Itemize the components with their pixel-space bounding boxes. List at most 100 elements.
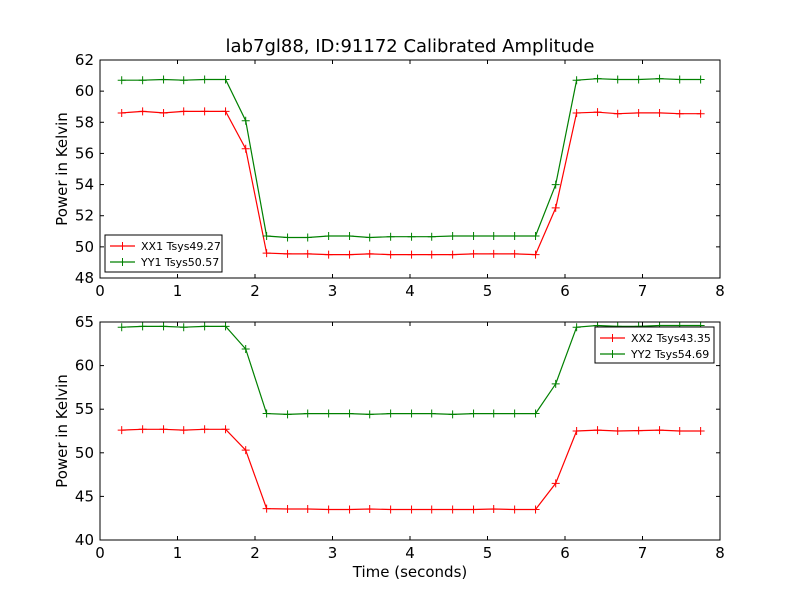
x-tick-label: 1 bbox=[173, 282, 183, 300]
x-tick-label: 6 bbox=[560, 282, 570, 300]
data-point bbox=[262, 409, 271, 418]
data-point bbox=[159, 425, 168, 434]
y-tick-label: 52 bbox=[75, 207, 94, 225]
data-point bbox=[117, 76, 126, 85]
data-point bbox=[489, 231, 498, 240]
x-tick-label: 0 bbox=[95, 282, 105, 300]
x-tick-label: 7 bbox=[638, 544, 648, 562]
data-point bbox=[159, 108, 168, 117]
data-point bbox=[200, 425, 209, 434]
data-point bbox=[427, 250, 436, 259]
data-point bbox=[283, 505, 292, 514]
data-point bbox=[241, 144, 250, 153]
data-point bbox=[138, 322, 147, 331]
x-tick-label: 6 bbox=[560, 544, 570, 562]
data-point bbox=[489, 505, 498, 514]
data-point bbox=[303, 409, 312, 418]
data-point bbox=[572, 108, 581, 117]
data-point bbox=[179, 107, 188, 116]
data-point bbox=[386, 505, 395, 514]
x-tick-label: 7 bbox=[638, 282, 648, 300]
y-axis-label: Power in Kelvin bbox=[53, 112, 71, 226]
data-point bbox=[427, 232, 436, 241]
legend-label: YY2 Tsys54.69 bbox=[630, 348, 709, 361]
x-tick-label: 2 bbox=[250, 282, 260, 300]
legend-label: XX2 Tsys43.35 bbox=[631, 332, 711, 345]
data-point bbox=[345, 250, 354, 259]
data-point bbox=[241, 446, 250, 455]
data-point bbox=[634, 426, 643, 435]
data-point bbox=[159, 322, 168, 331]
data-point bbox=[303, 233, 312, 242]
data-point bbox=[489, 249, 498, 258]
data-point bbox=[407, 250, 416, 259]
data-point bbox=[593, 74, 602, 83]
x-axis-label: Time (seconds) bbox=[352, 563, 468, 581]
data-point bbox=[117, 323, 126, 332]
data-point bbox=[551, 203, 560, 212]
y-tick-label: 62 bbox=[75, 51, 94, 69]
y-tick-label: 60 bbox=[75, 82, 94, 100]
legend-marker bbox=[608, 350, 617, 358]
data-point bbox=[531, 231, 540, 240]
data-point bbox=[655, 74, 664, 83]
data-point bbox=[448, 410, 457, 419]
data-point bbox=[117, 426, 126, 435]
data-point bbox=[427, 505, 436, 514]
data-point bbox=[303, 505, 312, 514]
data-point bbox=[386, 409, 395, 418]
x-tick-label: 0 bbox=[95, 544, 105, 562]
data-point bbox=[448, 231, 457, 240]
data-point bbox=[448, 505, 457, 514]
y-tick-label: 45 bbox=[75, 487, 94, 505]
data-point bbox=[221, 322, 230, 331]
x-tick-label: 4 bbox=[405, 544, 415, 562]
legend: XX1 Tsys49.27 YY1 Tsys50.57 bbox=[104, 234, 223, 273]
data-point bbox=[324, 409, 333, 418]
data-point bbox=[179, 323, 188, 332]
data-point bbox=[407, 505, 416, 514]
data-point bbox=[365, 249, 374, 258]
data-point bbox=[551, 180, 560, 189]
data-point bbox=[593, 426, 602, 435]
data-point bbox=[427, 409, 436, 418]
legend-marker bbox=[118, 258, 127, 266]
data-point bbox=[324, 505, 333, 514]
data-point bbox=[221, 107, 230, 116]
y-tick-label: 58 bbox=[75, 113, 94, 131]
data-point bbox=[489, 409, 498, 418]
data-point bbox=[469, 249, 478, 258]
y-tick-label: 60 bbox=[75, 357, 94, 375]
data-point bbox=[159, 75, 168, 84]
data-point bbox=[200, 322, 209, 331]
data-point bbox=[469, 409, 478, 418]
data-point bbox=[675, 427, 684, 435]
data-point bbox=[138, 107, 147, 116]
data-point bbox=[283, 233, 292, 242]
data-point bbox=[221, 425, 230, 434]
legend-box bbox=[104, 234, 223, 273]
data-point bbox=[572, 323, 581, 332]
data-point bbox=[262, 504, 271, 513]
legend-marker bbox=[118, 242, 127, 250]
data-point bbox=[200, 75, 209, 84]
data-point bbox=[531, 250, 540, 259]
legend-box bbox=[594, 326, 715, 364]
data-point bbox=[283, 249, 292, 258]
data-point bbox=[572, 427, 581, 435]
data-point bbox=[510, 505, 519, 514]
data-point bbox=[365, 410, 374, 419]
data-point bbox=[262, 249, 271, 258]
y-tick-label: 55 bbox=[75, 400, 94, 418]
x-tick-label: 3 bbox=[328, 282, 338, 300]
data-point bbox=[593, 108, 602, 117]
data-point bbox=[283, 410, 292, 419]
data-point bbox=[469, 505, 478, 514]
data-point bbox=[448, 250, 457, 259]
data-point bbox=[613, 109, 622, 118]
x-tick-label: 2 bbox=[250, 544, 260, 562]
y-tick-label: 56 bbox=[75, 144, 94, 162]
data-point bbox=[241, 345, 250, 354]
